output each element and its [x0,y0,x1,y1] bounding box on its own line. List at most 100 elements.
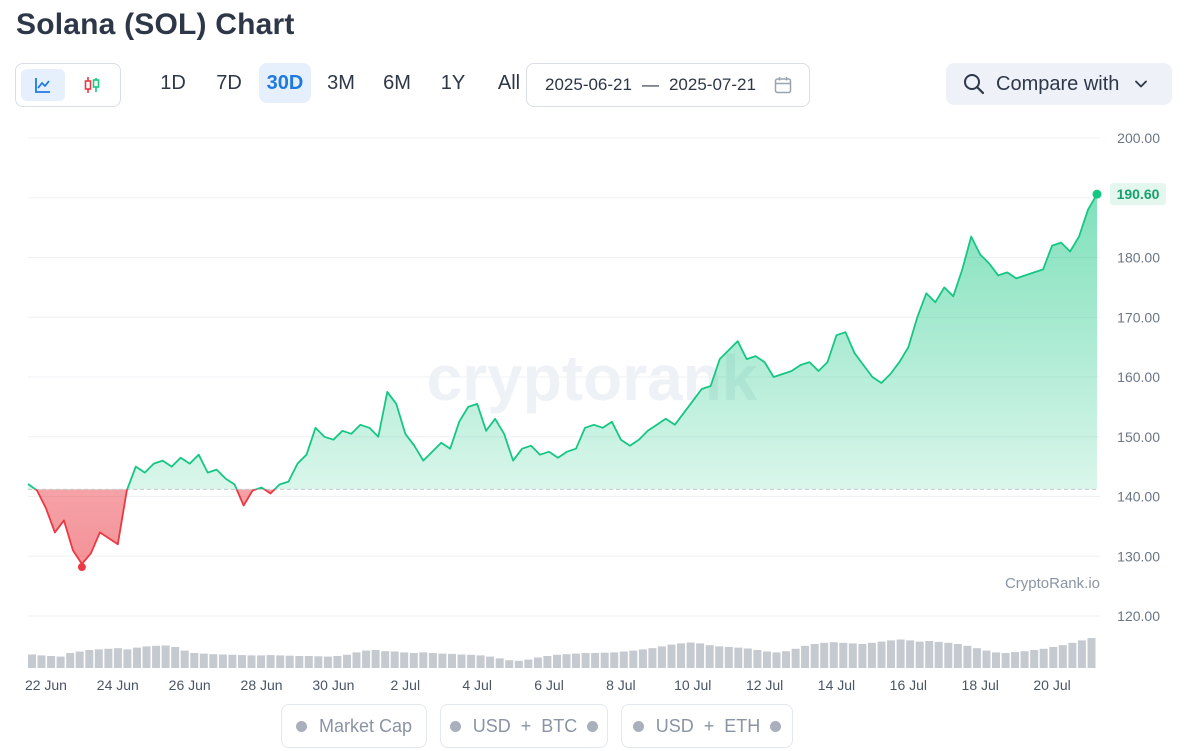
candlestick-chart-button[interactable] [70,69,114,101]
y-tick-label: 160.00 [1117,369,1160,385]
volume-bar [858,644,867,668]
source-label: CryptoRank.io [1005,575,1100,592]
legend-dot [295,720,307,732]
legend-market-cap-label: Market Cap [318,715,413,736]
chevron-down-icon [1135,80,1148,88]
volume-bar [28,654,36,668]
volume-bar [753,650,762,668]
volume-bar [1058,645,1067,668]
legend-usd-btc[interactable]: USD + BTC [440,704,608,748]
volume-bar [276,655,285,668]
range-30d[interactable]: 30D [259,63,311,103]
volume-bar [66,653,75,668]
volume-bar [180,650,189,668]
last-price-badge: 190.60 [1110,183,1166,206]
x-tick-label: 2 Jul [391,677,421,693]
volume-bar [228,654,237,668]
x-axis: 22 Jun 24 Jun 26 Jun 28 Jun 30 Jun 2 Jul 4 Jul… [25,677,1071,693]
volume-bar [247,655,256,668]
volume-bar [161,645,170,668]
volume-bar [791,648,800,668]
volume-bar [352,652,361,668]
volume-bar [37,655,46,668]
volume-bar [371,650,380,668]
low-point-marker [77,563,86,572]
range-3m[interactable]: 3M [327,71,355,94]
volume-bar [495,658,504,668]
compare-with-dropdown[interactable]: Compare with [946,63,1172,105]
volume-bar [553,654,561,668]
volume-bar [381,651,390,668]
volume-bar [85,650,94,668]
line-chart-button[interactable] [21,69,65,101]
volume-bar [209,654,218,668]
legend-plus: + [703,715,715,736]
volume-bar [972,648,981,668]
legend-usd-eth[interactable]: USD + ETH [621,704,793,748]
search-icon [964,74,985,95]
range-1d[interactable]: 1D [160,71,186,94]
page-title: Solana (SOL) Chart [16,8,295,41]
chart-toolbar: 1D 7D 30D 3M 6M 1Y All 2025-06-21 — 2025… [15,63,1175,107]
x-tick-label: 22 Jun [25,677,67,693]
volume-bar [677,643,685,668]
volume-bar [600,652,609,668]
volume-bar [782,651,790,668]
volume-bar [906,640,915,668]
volume-bar [877,641,886,668]
volume-bar [562,654,571,668]
range-all[interactable]: All [497,71,521,94]
chart-legend: Market Cap USD + BTC USD + ETH [0,704,1200,748]
x-tick-label: 14 Jul [818,677,855,693]
volume-bar [238,655,246,668]
volume-bar [428,653,437,668]
x-tick-label: 12 Jul [746,677,783,693]
volume-bar [505,660,514,668]
volume-bar [533,657,542,668]
date-range-picker[interactable]: 2025-06-21 — 2025-07-21 [526,63,810,107]
volume-bar [610,652,619,668]
x-tick-label: 6 Jul [534,677,564,693]
x-tick-label: 4 Jul [462,677,492,693]
volume-bar [934,641,943,668]
volume-bar [142,646,151,668]
x-tick-label: 16 Jul [890,677,927,693]
volume-bar [820,642,829,668]
volume-bar [829,642,838,668]
range-7d[interactable]: 7D [216,71,242,94]
date-from: 2025-06-21 [545,75,632,94]
volume-bar [1011,652,1020,668]
range-1y[interactable]: 1Y [440,71,466,94]
volume-bar [476,655,485,668]
calendar-icon [774,77,792,94]
volume-bar [467,654,476,668]
x-tick-label: 8 Jul [606,677,636,693]
volume-bar [171,647,180,668]
date-to: 2025-07-21 [668,75,756,94]
volume-bar [572,653,580,668]
volume-bar [104,648,113,668]
x-tick-label: 20 Jul [1033,677,1070,693]
range-6m[interactable]: 6M [383,71,411,94]
line-chart-icon [35,78,50,93]
x-tick-label: 28 Jun [241,677,283,693]
volume-bar [629,650,638,668]
legend-market-cap[interactable]: Market Cap [281,704,427,748]
volume-bar [47,656,56,668]
volume-bar [657,646,666,668]
volume-bar [333,656,342,668]
volume-bar [619,651,628,668]
x-tick-label: 24 Jun [97,677,139,693]
volume-bar [1039,648,1048,668]
volume-bar [887,640,895,668]
candlestick-icon [84,77,100,93]
volume-bar [925,641,934,668]
volume-bar [591,653,600,668]
volume-bar [1020,651,1029,668]
volume-bar [113,648,122,668]
volume-bar [953,644,962,668]
volume-bar [123,649,132,668]
legend-dot [449,720,461,732]
volume-bar [304,656,313,668]
volume-bar [419,652,428,668]
